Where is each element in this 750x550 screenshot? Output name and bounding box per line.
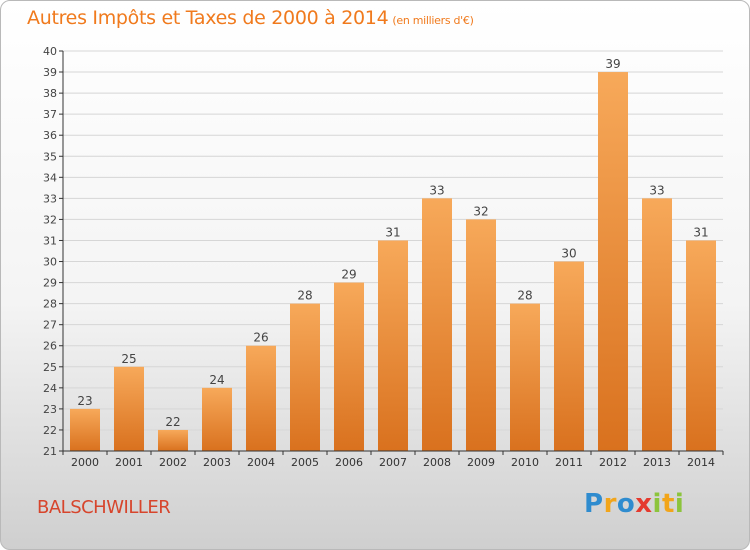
proxiti-logo: Proxiti bbox=[584, 489, 684, 519]
y-tick-label: 32 bbox=[43, 213, 57, 226]
y-tick-label: 26 bbox=[43, 340, 57, 353]
bar-2008 bbox=[422, 198, 452, 451]
axes bbox=[62, 51, 723, 452]
data-label-2010: 28 bbox=[517, 289, 532, 303]
y-tick-label: 27 bbox=[43, 319, 57, 332]
bar-2010 bbox=[510, 303, 540, 451]
x-tick-label: 2001 bbox=[115, 456, 143, 469]
logo-letter: P bbox=[584, 489, 604, 519]
bar-2011 bbox=[554, 261, 584, 451]
bar-2003 bbox=[202, 387, 232, 451]
x-tick-label: 2010 bbox=[511, 456, 539, 469]
y-tick-label: 30 bbox=[43, 256, 57, 269]
bar-2002 bbox=[158, 429, 188, 451]
data-label-2005: 28 bbox=[297, 289, 312, 303]
y-tick-label: 39 bbox=[43, 66, 57, 79]
x-tick-label: 2007 bbox=[379, 456, 407, 469]
x-axis-ticks: 2000 2001 2002 2003 2004 2005 2006 2007 2008 2009… bbox=[62, 451, 724, 469]
logo-letter: t bbox=[661, 489, 675, 519]
x-tick-label: 2013 bbox=[643, 456, 671, 469]
chart-title-text: Autres Impôts et Taxes de 2000 à 2014 bbox=[27, 7, 389, 29]
y-tick-label: 22 bbox=[43, 424, 57, 437]
y-tick-label: 31 bbox=[43, 234, 57, 247]
x-tick-label: 2006 bbox=[335, 456, 363, 469]
data-label-2000: 23 bbox=[77, 394, 92, 408]
bar-2014 bbox=[686, 240, 716, 451]
y-tick-label: 25 bbox=[43, 361, 57, 374]
data-label-2012: 39 bbox=[605, 57, 620, 71]
bars bbox=[70, 72, 716, 451]
logo-letter: i bbox=[652, 489, 662, 519]
x-tick-label: 2011 bbox=[555, 456, 583, 469]
data-label-2011: 30 bbox=[561, 247, 576, 261]
data-labels: 23 25 22 24 26 28 29 31 33 32 28 30 39 33 31 bbox=[77, 57, 708, 429]
bar-2009 bbox=[466, 219, 496, 451]
y-tick-label: 38 bbox=[43, 87, 57, 100]
chart-title: Autres Impôts et Taxes de 2000 à 2014 (en… bbox=[27, 7, 474, 29]
y-axis-ticks: 21 22 23 24 25 26 27 28 29 30 31 32 33 34 35 36 37 38 39 40 bbox=[43, 45, 63, 458]
x-tick-label: 2000 bbox=[71, 456, 99, 469]
y-tick-label: 40 bbox=[43, 45, 57, 58]
x-tick-label: 2004 bbox=[247, 456, 275, 469]
y-tick-label: 37 bbox=[43, 108, 57, 121]
x-tick-label: 2014 bbox=[687, 456, 715, 469]
bar-2004 bbox=[246, 345, 276, 451]
logo-letter: r bbox=[603, 489, 617, 519]
data-label-2014: 31 bbox=[693, 225, 708, 239]
chart-subtitle: (en milliers d'€) bbox=[392, 14, 474, 27]
logo-letter: o bbox=[616, 489, 636, 519]
y-tick-label: 36 bbox=[43, 129, 57, 142]
data-label-2001: 25 bbox=[121, 352, 136, 366]
y-tick-label: 21 bbox=[43, 445, 57, 458]
data-label-2006: 29 bbox=[341, 268, 356, 282]
bar-2000 bbox=[70, 408, 100, 451]
y-tick-label: 29 bbox=[43, 277, 57, 290]
data-label-2008: 33 bbox=[429, 183, 444, 197]
x-tick-label: 2012 bbox=[599, 456, 627, 469]
x-tick-label: 2008 bbox=[423, 456, 451, 469]
data-label-2007: 31 bbox=[385, 225, 400, 239]
logo-letter: i bbox=[674, 489, 685, 519]
y-tick-label: 23 bbox=[43, 403, 57, 416]
x-tick-label: 2003 bbox=[203, 456, 231, 469]
data-label-2004: 26 bbox=[253, 331, 268, 345]
data-label-2009: 32 bbox=[473, 204, 488, 218]
x-tick-label: 2002 bbox=[159, 456, 187, 469]
bar-2007 bbox=[378, 240, 408, 451]
x-tick-label: 2005 bbox=[291, 456, 319, 469]
data-label-2002: 22 bbox=[165, 415, 180, 429]
place-name: BALSCHWILLER bbox=[37, 497, 171, 518]
bar-2006 bbox=[334, 282, 364, 451]
y-tick-label: 28 bbox=[43, 298, 57, 311]
bar-2005 bbox=[290, 303, 320, 451]
y-tick-label: 35 bbox=[43, 150, 57, 163]
logo-letter: x bbox=[635, 489, 653, 519]
y-tick-label: 34 bbox=[43, 171, 57, 184]
bar-2013 bbox=[642, 198, 672, 451]
y-tick-label: 24 bbox=[43, 382, 57, 395]
y-tick-label: 33 bbox=[43, 192, 57, 205]
bar-2001 bbox=[114, 366, 144, 451]
data-label-2003: 24 bbox=[209, 373, 224, 387]
bar-2012 bbox=[598, 72, 628, 451]
x-tick-label: 2009 bbox=[467, 456, 495, 469]
data-label-2013: 33 bbox=[649, 183, 664, 197]
